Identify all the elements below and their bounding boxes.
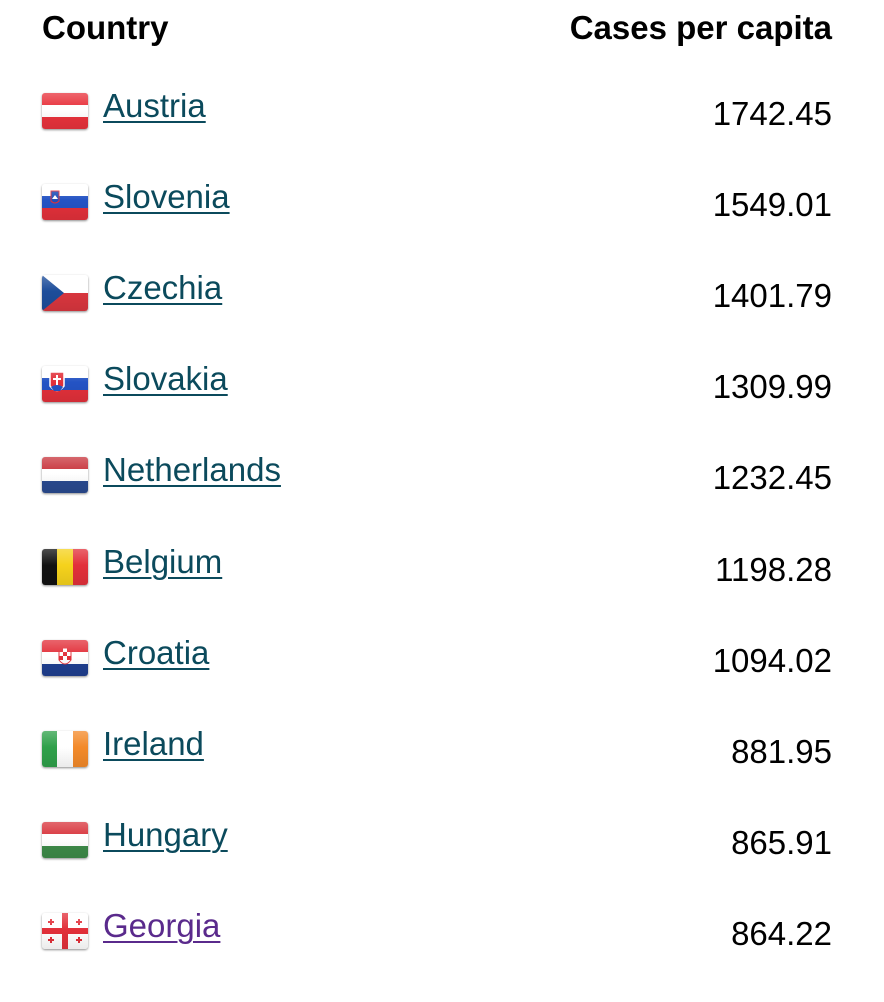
country-cell: Austria	[42, 87, 206, 130]
country-link[interactable]: Slovakia	[103, 360, 228, 398]
croatia-flag-icon	[42, 639, 88, 676]
country-cell: Czechia	[42, 269, 222, 312]
table-row: Croatia 1094.02	[42, 612, 832, 703]
country-cell: Ireland	[42, 725, 204, 768]
country-link[interactable]: Czechia	[103, 268, 223, 306]
country-link[interactable]: Austria	[103, 86, 206, 124]
country-cell: Netherlands	[42, 451, 281, 494]
cases-value: 1094.02	[712, 641, 832, 679]
country-link[interactable]: Croatia	[103, 633, 210, 671]
hungary-flag-icon	[42, 822, 88, 859]
cases-value: 1198.28	[715, 550, 832, 588]
table-row: Austria 1742.45	[42, 65, 832, 156]
country-link[interactable]: Netherlands	[103, 451, 281, 489]
ireland-flag-icon	[42, 730, 88, 767]
country-cell: Georgia	[42, 907, 220, 950]
country-cell: Belgium	[42, 543, 222, 586]
table-row: Ireland 881.95	[42, 703, 832, 794]
belgium-flag-icon	[42, 548, 88, 585]
cases-value: 881.95	[731, 732, 832, 770]
table-row: Belgium 1198.28	[42, 521, 832, 612]
cases-value: 1401.79	[712, 276, 832, 314]
cases-value: 1549.01	[712, 185, 832, 223]
cases-value: 864.22	[731, 915, 832, 953]
table-body: Austria 1742.45 Slovenia 1549.01 Czechia…	[42, 65, 832, 977]
country-column-header: Country	[42, 9, 169, 46]
table-header: Country Cases per capita	[42, 6, 832, 50]
georgia-flag-icon	[42, 913, 88, 950]
country-cell: Hungary	[42, 816, 228, 859]
table-row: Slovakia 1309.99	[42, 339, 832, 430]
table-row: Georgia 864.22	[42, 886, 832, 977]
cases-value: 1742.45	[712, 94, 832, 132]
table-row: Slovenia 1549.01	[42, 156, 832, 247]
netherlands-flag-icon	[42, 457, 88, 494]
cases-value: 865.91	[731, 824, 832, 862]
cases-per-capita-column-header: Cases per capita	[569, 9, 832, 46]
country-cell: Slovakia	[42, 360, 228, 403]
slovenia-flag-icon	[42, 183, 88, 220]
table-row: Hungary 865.91	[42, 795, 832, 886]
country-link[interactable]: Slovenia	[103, 177, 230, 215]
country-link[interactable]: Belgium	[103, 542, 223, 580]
czechia-flag-icon	[42, 274, 88, 311]
country-link[interactable]: Georgia	[103, 907, 221, 945]
table-row: Netherlands 1232.45	[42, 430, 832, 521]
cases-value: 1232.45	[712, 459, 832, 497]
country-cell: Slovenia	[42, 178, 230, 221]
austria-flag-icon	[42, 92, 88, 129]
country-cell: Croatia	[42, 634, 209, 677]
slovakia-flag-icon	[42, 366, 88, 403]
cases-value: 1309.99	[712, 368, 832, 406]
country-link[interactable]: Ireland	[103, 724, 204, 762]
table-row: Czechia 1401.79	[42, 247, 832, 338]
country-link[interactable]: Hungary	[103, 816, 228, 854]
